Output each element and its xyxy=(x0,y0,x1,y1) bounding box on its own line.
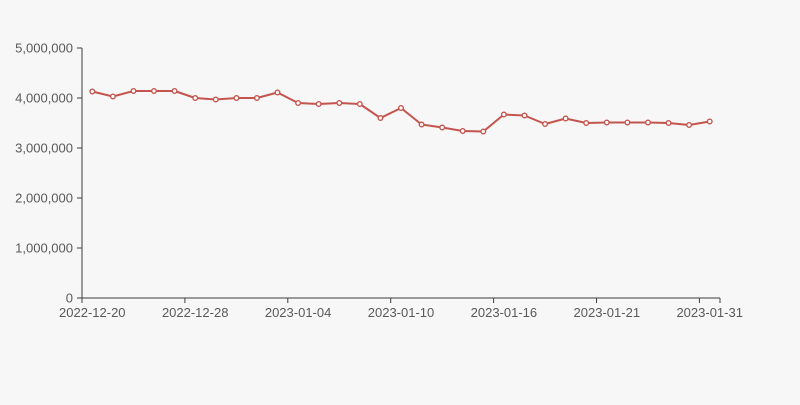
x-axis-tick-label: 2023-01-21 xyxy=(574,305,641,320)
data-point-marker[interactable] xyxy=(459,127,466,134)
data-point-marker[interactable] xyxy=(665,119,672,126)
y-axis-tick-label: 3,000,000 xyxy=(15,141,73,156)
data-point-marker[interactable] xyxy=(274,89,281,96)
y-axis-tick-label: 4,000,000 xyxy=(15,91,73,106)
x-axis-tick-label: 2022-12-28 xyxy=(162,305,229,320)
data-point-marker[interactable] xyxy=(212,96,219,103)
data-point-marker[interactable] xyxy=(500,111,507,118)
data-point-marker[interactable] xyxy=(624,119,631,126)
x-axis-tick-label: 2023-01-04 xyxy=(265,305,332,320)
data-point-marker[interactable] xyxy=(583,119,590,126)
data-point-marker[interactable] xyxy=(377,114,384,121)
x-axis-tick-label: 2023-01-10 xyxy=(368,305,435,320)
y-axis-tick-label: 5,000,000 xyxy=(15,41,73,56)
data-point-marker[interactable] xyxy=(480,128,487,135)
data-point-marker[interactable] xyxy=(233,94,240,101)
data-point-marker[interactable] xyxy=(89,88,96,95)
data-point-marker[interactable] xyxy=(439,124,446,131)
y-axis-tick-label: 1,000,000 xyxy=(15,241,73,256)
x-axis-tick-label: 2023-01-16 xyxy=(471,305,538,320)
data-point-marker[interactable] xyxy=(109,93,116,100)
data-point-marker[interactable] xyxy=(150,87,157,94)
data-point-marker[interactable] xyxy=(336,99,343,106)
data-point-marker[interactable] xyxy=(686,121,693,128)
data-point-marker[interactable] xyxy=(171,87,178,94)
data-point-marker[interactable] xyxy=(706,118,713,125)
y-axis-tick-label: 2,000,000 xyxy=(15,191,73,206)
x-axis-tick-label: 2023-01-31 xyxy=(676,305,743,320)
data-point-marker[interactable] xyxy=(130,87,137,94)
data-point-marker[interactable] xyxy=(356,100,363,107)
data-point-marker[interactable] xyxy=(603,119,610,126)
data-point-marker[interactable] xyxy=(295,99,302,106)
x-axis-tick-label: 2022-12-20 xyxy=(59,305,126,320)
data-point-marker[interactable] xyxy=(542,120,549,127)
data-point-marker[interactable] xyxy=(418,121,425,128)
data-point-marker[interactable] xyxy=(398,104,405,111)
data-point-marker[interactable] xyxy=(562,115,569,122)
data-point-marker[interactable] xyxy=(192,94,199,101)
data-point-marker[interactable] xyxy=(253,94,260,101)
data-point-marker[interactable] xyxy=(645,119,652,126)
series-line xyxy=(91,90,711,133)
y-axis-tick-label: 0 xyxy=(66,291,73,306)
data-point-marker[interactable] xyxy=(315,100,322,107)
data-point-marker[interactable] xyxy=(521,112,528,119)
